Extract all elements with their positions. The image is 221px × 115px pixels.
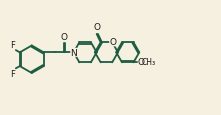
Text: O: O <box>110 38 117 47</box>
Text: O: O <box>93 23 100 32</box>
Text: F: F <box>10 41 15 50</box>
Text: O: O <box>61 33 68 41</box>
Text: O: O <box>138 58 145 67</box>
Text: N: N <box>70 48 77 57</box>
Text: CH₃: CH₃ <box>142 58 156 67</box>
Text: F: F <box>10 69 15 78</box>
